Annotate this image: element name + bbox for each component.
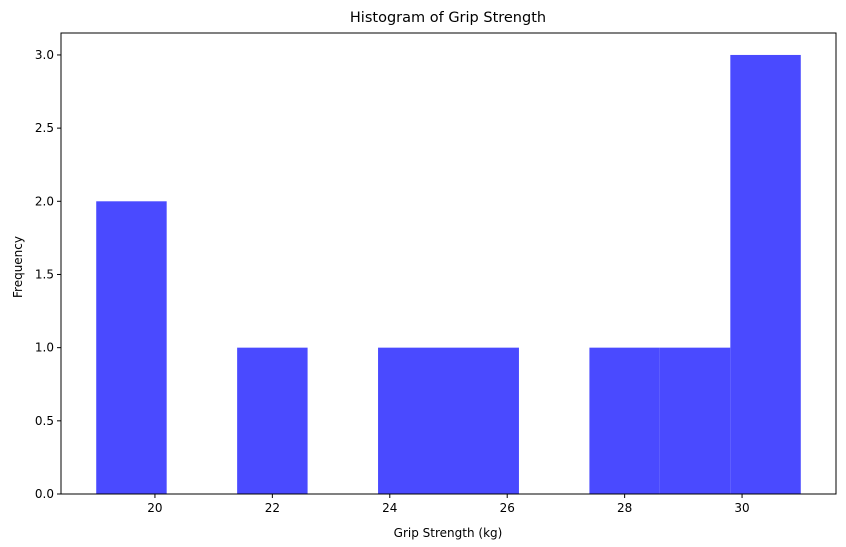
x-tick-label: 22 [265,501,280,515]
histogram-bar [659,347,731,494]
x-tick-label: 24 [382,501,397,515]
bars-group [96,54,801,495]
y-tick-label: 1.0 [35,341,54,355]
x-axis-label: Grip Strength (kg) [394,526,503,540]
y-tick-label: 0.5 [35,414,54,428]
x-axis-ticks: 20 22 24 26 28 30 [147,494,750,515]
histogram-bar [448,347,519,494]
y-tick-label: 2.0 [35,194,54,208]
histogram-bar [730,54,801,494]
y-tick-label: 0.0 [35,487,54,501]
y-axis-ticks: 0.0 0.5 1.0 1.5 2.0 2.5 3.0 [35,48,61,501]
x-tick-label: 20 [147,501,162,515]
plot-frame [60,32,837,495]
histogram-bar [378,347,449,494]
y-axis-label: Frequency [11,236,25,298]
y-tick-label: 2.5 [35,121,54,135]
histogram-bar [237,347,308,494]
chart-title: Histogram of Grip Strength [350,10,546,26]
y-tick-label: 1.5 [35,267,54,281]
x-tick-label: 28 [617,501,632,515]
y-tick-label: 3.0 [35,48,54,62]
histogram-bar [96,201,167,495]
x-tick-label: 30 [734,501,749,515]
x-tick-label: 26 [500,501,515,515]
histogram-bar [589,347,660,494]
